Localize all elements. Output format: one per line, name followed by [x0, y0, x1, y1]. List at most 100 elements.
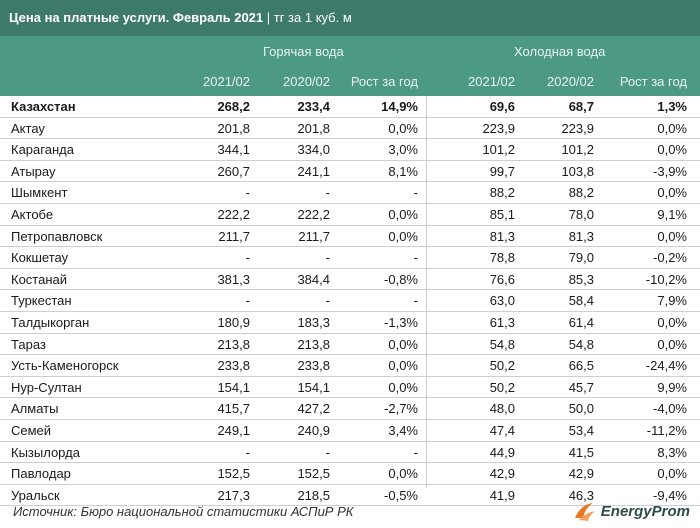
hot-2020-value: 183,3	[297, 314, 330, 330]
cold-2020-value: 45,7	[568, 379, 594, 395]
hot-2021-value: 152,5	[217, 466, 250, 482]
col-hot-growth: Рост за год	[350, 74, 418, 89]
hot-growth-value: -	[413, 293, 418, 309]
table-row: Кызылорда - - - 44,9 41,5 8,3%	[0, 442, 700, 464]
table-row: Атырау 260,7 241,1 8,1% 99,7 103,8 -3,9%	[0, 161, 700, 183]
city-name: Караганда	[11, 142, 74, 158]
table-row: Уральск 217,3 218,5 -0,5% 41,9 46,3 -9,4%	[0, 485, 700, 507]
hot-growth-value: -0,5%	[384, 487, 418, 503]
hot-growth-value: 0,0%	[388, 336, 418, 352]
hot-2021-value: 217,3	[217, 487, 250, 503]
cold-2020-value: 61,4	[568, 314, 594, 330]
col-hot-2021: 2021/02	[203, 74, 250, 89]
table-title: Цена на платные услуги. Февраль 2021	[9, 10, 264, 25]
hot-2020-value: -	[325, 250, 330, 266]
cold-2020-value: 54,8	[568, 336, 594, 352]
cold-2021-value: 48,0	[489, 401, 515, 417]
city-name: Павлодар	[11, 466, 71, 482]
hot-2021-value: 381,3	[217, 271, 250, 287]
cold-growth-value: 9,9%	[657, 379, 687, 395]
hot-2020-value: 240,9	[297, 422, 330, 438]
cold-growth-value: 0,0%	[657, 185, 687, 201]
footer: Источник: Бюро национальной статистики А…	[0, 496, 700, 528]
energyprom-logo-icon	[574, 503, 595, 521]
hot-growth-value: -2,7%	[384, 401, 418, 417]
cold-growth-value: 9,1%	[657, 206, 687, 222]
table-title-bar: Цена на платные услуги. Февраль 2021 | т…	[0, 0, 700, 36]
cold-growth-value: -9,4%	[653, 487, 687, 503]
cold-2020-value: 78,0	[568, 206, 594, 222]
data-table: Казахстан 268,2 233,4 14,9% 69,6 68,7 1,3% Акта…	[0, 96, 700, 507]
hot-growth-value: 0,0%	[388, 120, 418, 136]
cold-2021-value: 223,9	[482, 120, 515, 136]
hot-2021-value: 154,1	[217, 379, 250, 395]
cold-2021-value: 88,2	[489, 185, 515, 201]
hot-2021-value: -	[245, 444, 250, 460]
cold-2020-value: 68,7	[568, 99, 594, 114]
hot-2020-value: 384,4	[297, 271, 330, 287]
cold-growth-value: -24,4%	[645, 358, 687, 374]
cold-growth-value: -11,2%	[646, 422, 687, 438]
cold-2020-value: 101,2	[561, 142, 594, 158]
source-note: Источник: Бюро национальной статистики А…	[13, 504, 354, 519]
energyprom-logo: EnergyProm	[571, 498, 690, 524]
cold-2021-value: 63,0	[489, 293, 515, 309]
city-name: Костанай	[11, 271, 68, 287]
col-hot-2020: 2020/02	[283, 74, 330, 89]
hot-2021-value: -	[245, 250, 250, 266]
cold-growth-value: 7,9%	[657, 293, 687, 309]
hot-growth-value: 3,0%	[388, 142, 418, 158]
city-name: Шымкент	[11, 185, 68, 201]
city-name: Кызылорда	[11, 444, 80, 460]
cold-2021-value: 42,9	[489, 466, 515, 482]
hot-growth-value: 8,1%	[388, 163, 418, 179]
city-name: Уральск	[11, 487, 60, 503]
column-header-row: 2021/02 2020/02 Рост за год 2021/02 2020…	[0, 68, 700, 96]
hot-2020-value: 201,8	[297, 120, 330, 136]
cold-2021-value: 76,6	[489, 271, 515, 287]
hot-2021-value: 233,8	[217, 358, 250, 374]
cold-2021-value: 81,3	[489, 228, 515, 244]
table-row: Кокшетау - - - 78,8 79,0 -0,2%	[0, 247, 700, 269]
table-row: Караганда 344,1 334,0 3,0% 101,2 101,2 0,0%	[0, 139, 700, 161]
hot-2020-value: 154,1	[297, 379, 330, 395]
hot-growth-value: -	[413, 185, 418, 201]
hot-2020-value: -	[325, 185, 330, 201]
city-name: Атырау	[11, 163, 56, 179]
table-row-total: Казахстан 268,2 233,4 14,9% 69,6 68,7 1,3%	[0, 96, 700, 118]
cold-2021-value: 44,9	[489, 444, 515, 460]
city-name: Казахстан	[11, 99, 76, 114]
city-name: Семей	[11, 422, 52, 438]
cold-2020-value: 46,3	[568, 487, 594, 503]
hot-2021-value: 249,1	[217, 422, 250, 438]
table-row: Алматы 415,7 427,2 -2,7% 48,0 50,0 -4,0%	[0, 398, 700, 420]
cold-growth-value: 0,0%	[657, 336, 687, 352]
cold-growth-value: 0,0%	[657, 120, 687, 136]
city-name: Петропавловск	[11, 228, 103, 244]
hot-2021-value: 415,7	[217, 401, 250, 417]
col-cold-growth: Рост за год	[619, 74, 687, 89]
cold-2020-value: 58,4	[568, 293, 594, 309]
cold-2021-value: 69,6	[489, 99, 515, 114]
cold-2021-value: 61,3	[489, 314, 515, 330]
cold-2020-value: 88,2	[568, 185, 594, 201]
cold-growth-value: -3,9%	[653, 163, 687, 179]
cold-2020-value: 223,9	[561, 120, 594, 136]
cold-2021-value: 78,8	[489, 250, 515, 266]
table-row: Актобе 222,2 222,2 0,0% 85,1 78,0 9,1%	[0, 204, 700, 226]
hot-growth-value: -	[413, 444, 418, 460]
table-row: Туркестан - - - 63,0 58,4 7,9%	[0, 290, 700, 312]
hot-2020-value: 427,2	[297, 401, 330, 417]
hot-growth-value: -	[413, 250, 418, 266]
cold-growth-value: -10,2%	[645, 271, 687, 287]
col-cold-2020: 2020/02	[547, 74, 594, 89]
city-name: Актау	[11, 120, 45, 136]
table-row: Талдыкорган 180,9 183,3 -1,3% 61,3 61,4 0,0%	[0, 312, 700, 334]
hot-2020-value: 233,4	[297, 99, 330, 114]
hot-2021-value: -	[245, 293, 250, 309]
table-row: Павлодар 152,5 152,5 0,0% 42,9 42,9 0,0%	[0, 463, 700, 485]
cold-growth-value: 0,0%	[657, 228, 687, 244]
city-name: Туркестан	[11, 293, 72, 309]
hot-2020-value: 211,7	[298, 228, 330, 244]
city-name: Тараз	[11, 336, 46, 352]
